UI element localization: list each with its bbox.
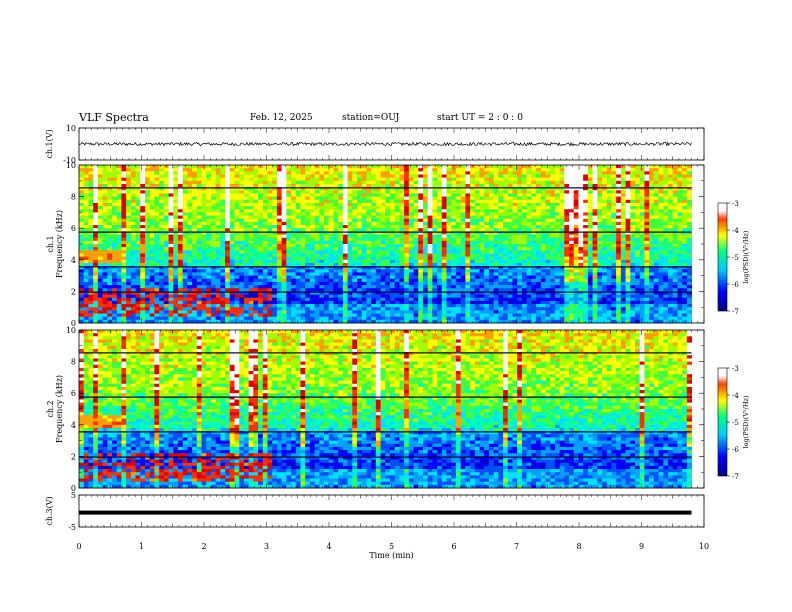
x-tick-label: 4	[326, 542, 331, 551]
y-tick-label: 4	[71, 421, 76, 430]
x-tick-label: 5	[389, 542, 394, 551]
colorbar-tick-label: -6	[732, 446, 739, 454]
start-ut-label: start UT = 2 : 0 : 0	[437, 113, 523, 123]
y-tick-label: 0	[71, 319, 76, 328]
x-tick-label: 2	[201, 542, 206, 551]
y-tick-label: 4	[71, 256, 76, 265]
y-tick-label: 5	[71, 491, 76, 500]
chart-title: VLF Spectra	[79, 111, 149, 124]
y-tick-label: 2	[71, 452, 76, 461]
colorbar-tick-label: -6	[732, 281, 739, 289]
colorbar-ch1-spectrogram	[717, 202, 728, 312]
y-axis-label: ch.3(V)	[45, 496, 54, 525]
x-tick-label: 3	[264, 542, 269, 551]
colorbar-tick-label: -4	[732, 392, 739, 400]
date-label: Feb. 12, 2025	[250, 113, 313, 123]
ch3-waveform-trace	[79, 510, 692, 515]
y-axis-label: ch.1(V)	[45, 129, 54, 158]
colorbar-tick-label: -7	[732, 308, 739, 316]
x-tick-label: 0	[76, 542, 81, 551]
y-tick-label: 6	[71, 389, 76, 398]
y-axis-label: ch.1Frequency (kHz)	[46, 210, 64, 278]
station-label: station=OUJ	[342, 113, 400, 123]
x-tick-label: 7	[514, 542, 519, 551]
y-tick-label: 10	[66, 124, 76, 133]
y-tick-label: 0	[71, 484, 76, 493]
colorbar-tick-label: -4	[732, 227, 739, 235]
x-tick-label: 1	[139, 542, 144, 551]
colorbar-tick-label: -5	[732, 419, 739, 427]
ch1-waveform-trace	[78, 141, 692, 147]
colorbar-ch2-spectrogram	[717, 367, 728, 477]
colorbar-tick-label: -5	[732, 254, 739, 262]
y-tick-label: -5	[68, 523, 76, 532]
colorbar-label: log(PSD)(V²/Hz)	[742, 230, 750, 283]
x-tick-label: 9	[639, 542, 644, 551]
x-axis-label: Time (min)	[369, 551, 413, 560]
ch2-spectrogram-image	[79, 330, 692, 489]
x-tick-label: 6	[451, 542, 456, 551]
x-tick-label: 10	[699, 542, 709, 551]
colorbar-tick-label: -3	[732, 365, 739, 373]
y-axis-label: ch.2Frequency (kHz)	[46, 375, 64, 443]
y-tick-label: -10	[63, 156, 76, 165]
y-tick-label: 10	[66, 326, 76, 335]
ch1-spectrogram-image	[79, 165, 692, 324]
colorbar-label: log(PSD)(V²/Hz)	[742, 395, 750, 448]
x-tick-label: 8	[576, 542, 581, 551]
y-tick-label: 6	[71, 224, 76, 233]
colorbar-tick-label: -3	[732, 200, 739, 208]
y-tick-label: 8	[71, 193, 76, 202]
y-tick-label: 2	[71, 287, 76, 296]
y-tick-label: 10	[66, 161, 76, 170]
y-tick-label: 8	[71, 358, 76, 367]
colorbar-tick-label: -7	[732, 473, 739, 481]
